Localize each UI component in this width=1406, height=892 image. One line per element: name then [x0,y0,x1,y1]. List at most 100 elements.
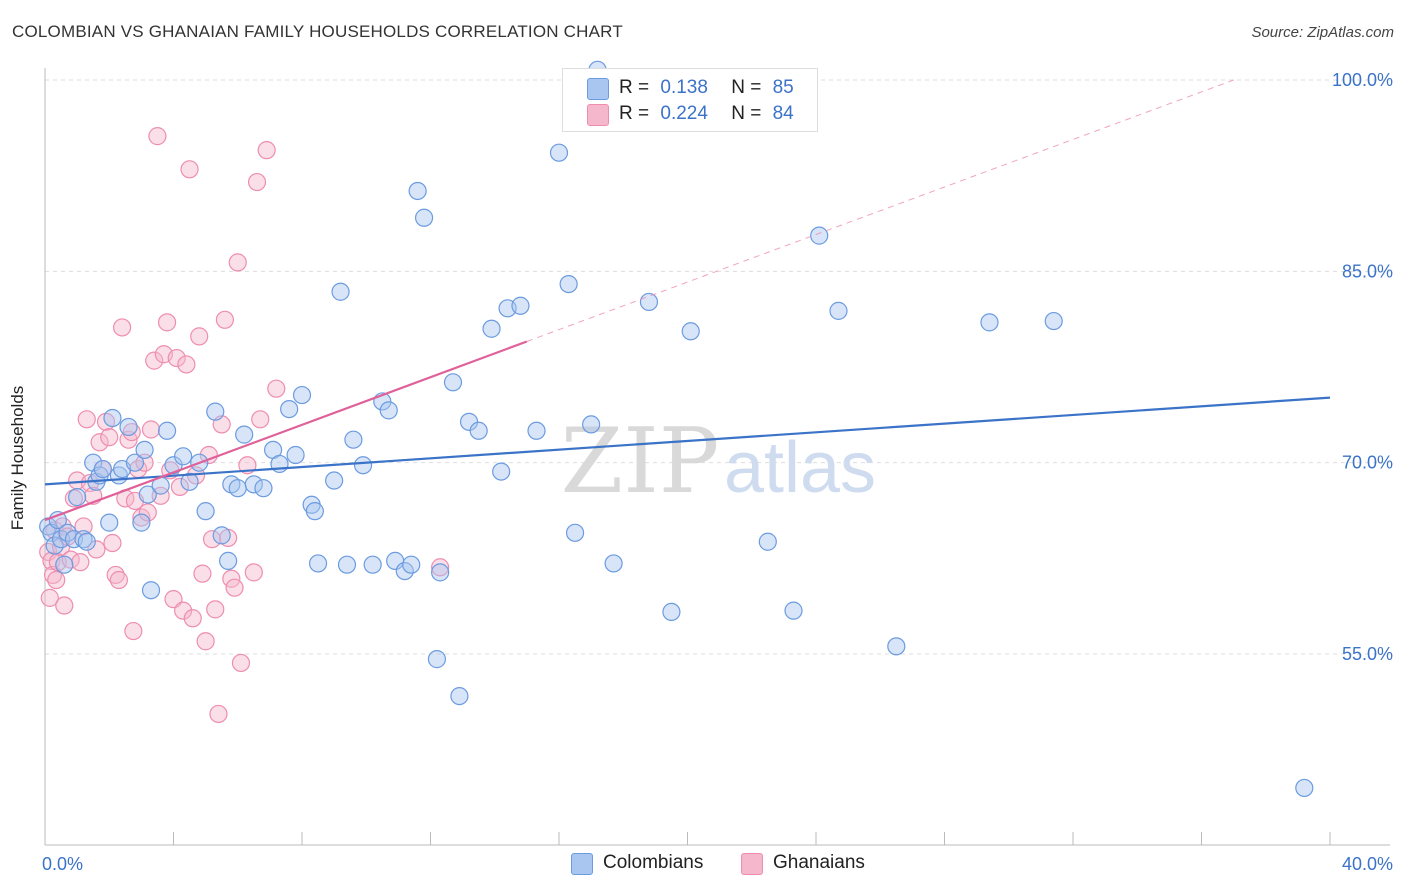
colombian-point [353,456,373,475]
ghanaian-point [47,570,66,590]
ghanaians-points [39,127,450,724]
ghanaian-point [199,445,218,465]
colombian-point [100,513,119,532]
colombian-point [980,313,999,332]
ghanaian-point [145,351,164,370]
colombian-point [286,445,305,465]
ghanaian-point [157,313,177,332]
ghanaian-point [74,517,93,536]
n-value: 85 [772,77,794,98]
ghanaian-point [90,433,109,452]
ghanaian-point [247,172,267,192]
ghanaian-point [251,410,270,429]
r-label: R = [619,77,650,98]
source-label: Source: ZipAtlas.com [1251,24,1394,41]
legend-label: Colombians [603,852,704,873]
colombian-point [74,530,93,549]
r-value: 0.224 [660,103,708,124]
n-label: N = [731,103,762,124]
ghanaian-point [138,503,157,522]
ghanaian-point [141,420,161,439]
colombian-point [77,532,96,551]
colombian-point [549,143,569,162]
colombians-points [39,60,1314,798]
colombian-point [337,555,357,574]
colombian-point [431,563,450,582]
colombian-point [103,408,122,428]
colombian-point [254,479,273,498]
colombian-point [829,301,848,320]
ghanaian-point [215,310,234,329]
colombian-point [639,292,659,312]
colombian-point [325,471,344,490]
colombian-point [363,555,382,574]
colombians-swatch [587,78,609,100]
colombian-point [206,402,225,421]
colombian-point [681,322,700,341]
colombian-point [93,459,112,479]
r-value: 0.138 [660,77,708,98]
colombian-point [604,554,623,573]
colombian-point [414,208,434,227]
colombian-point [180,472,199,491]
y-tick-label: 100.0% [1332,70,1393,90]
colombian-point [559,274,578,294]
colombian-point [132,513,151,532]
x-tick-label: 0.0% [42,854,83,874]
colombian-point [469,421,488,440]
colombian-point [1044,311,1063,331]
colombian-point [1295,778,1314,798]
colombian-point [212,526,231,545]
colombian-point [174,447,193,466]
ghanaian-point [124,621,143,641]
colombian-point [450,686,469,706]
colombian-point [443,373,463,392]
colombian-point [511,296,530,315]
colombian-point [887,637,906,656]
ghanaian-point [112,318,132,337]
colombian-point [308,554,328,573]
colombians-swatch [571,853,593,875]
colombian-point [305,502,324,521]
ghanaian-point [225,578,244,597]
ghanaian-point [174,601,193,620]
ghanaian-point [135,453,154,472]
colombian-point [662,602,681,622]
ghanaians-trend-line [44,340,528,522]
ghanaian-point [267,379,286,398]
colombian-point [379,401,398,420]
ghanaian-point [100,428,119,447]
ghanaian-point [77,410,96,429]
ghanaian-point [196,632,215,651]
colombian-point [527,421,546,440]
legend-label: Ghanaians [773,852,865,873]
tick-labels: 55.0% 70.0% 85.0% 100.0% 0.0% 40.0% [42,70,1393,874]
trend-lines [44,79,1331,522]
colombian-point [55,555,74,574]
colombian-point [758,532,777,551]
watermark-zip: ZIP [561,409,720,514]
ghanaian-point [431,558,450,577]
colombian-point [784,601,803,620]
colombian-point [292,385,312,405]
ghanaian-point [209,704,228,724]
colombians-trend-line [44,396,1331,486]
ghanaian-point [167,348,186,368]
ghanaian-point [206,600,225,619]
ghanaian-point [122,422,141,442]
ghanaian-point [231,653,251,673]
colombian-point [427,650,447,669]
correlation-legend: R = 0.138 N = 85 R = 0.224 N = 84 [562,68,818,132]
colombian-point [228,479,247,498]
colombian-point [582,415,601,434]
y-tick-label: 55.0% [1342,644,1393,664]
y-tick-label: 70.0% [1342,453,1393,473]
colombian-point [244,475,263,494]
ghanaian-point [202,530,222,549]
ghanaian-point [244,563,263,582]
ghanaians-swatch [741,853,763,875]
colombian-point [565,523,585,542]
ghanaian-point [228,253,247,272]
ghanaian-point [148,127,167,146]
